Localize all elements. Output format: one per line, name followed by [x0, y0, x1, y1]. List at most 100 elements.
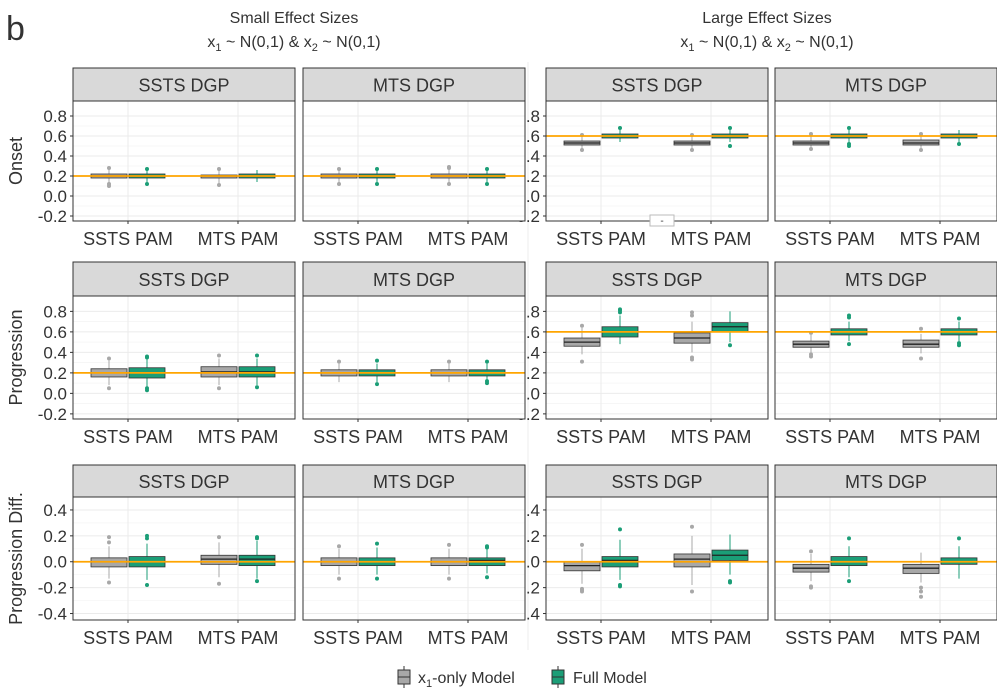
- outlier-point: [618, 126, 622, 130]
- plot-area: [775, 296, 997, 419]
- facet-strip-label: SSTS DGP: [611, 472, 702, 492]
- group-title-large: Large Effect Sizes x1 ~ N(0,1) & x2 ~ N(…: [680, 10, 853, 54]
- y-tick-label: 0.8: [43, 107, 67, 126]
- outlier-point: [919, 326, 923, 331]
- x-tick-label: SSTS PAM: [785, 628, 875, 648]
- panel-border: [545, 295, 769, 420]
- outlier-point: [255, 385, 259, 390]
- facet-panel: MTS DGP SSTS PAM MTS PAM: [302, 261, 526, 447]
- outlier-point: [145, 354, 149, 359]
- legend-item-x1-only[interactable]: x1-only Model: [397, 666, 515, 690]
- outlier-point: [919, 589, 923, 594]
- facet-strip-label: SSTS DGP: [611, 270, 702, 290]
- plot-area: [303, 296, 525, 419]
- outlier-point: [217, 353, 221, 358]
- outlier-point: [957, 142, 961, 146]
- facet-panel: SSTS DGP SSTS PAM MTS PAM: [72, 261, 296, 447]
- outlier-point: [957, 536, 961, 541]
- panel-border: [774, 295, 997, 420]
- panel-letter: b: [6, 10, 25, 48]
- outlier-point: [255, 579, 259, 584]
- dist-x2: ~ N(0,1): [318, 34, 381, 51]
- outlier-point: [847, 536, 851, 541]
- x-tick-label: SSTS PAM: [313, 229, 403, 249]
- facet-panel: MTS DGP SSTS PAM MTS PAM: [774, 67, 997, 249]
- outlier-point: [847, 313, 851, 318]
- x-tick-label: MTS PAM: [198, 628, 279, 648]
- outlier-point: [107, 182, 111, 186]
- x-tick-label: MTS PAM: [900, 628, 981, 648]
- x-tick-label: SSTS PAM: [83, 628, 173, 648]
- box-full-model: [711, 534, 749, 585]
- stray-mark-glyph: -: [660, 216, 663, 227]
- facet-panel: SSTS DGP SSTS PAM MTS PAM: [72, 67, 296, 249]
- outlier-point: [145, 533, 149, 538]
- x-tick-label: SSTS PAM: [556, 427, 646, 447]
- outlier-point: [255, 353, 259, 358]
- x-tick-label: SSTS PAM: [83, 229, 173, 249]
- outlier-point: [580, 589, 584, 594]
- x-tick-label: SSTS PAM: [556, 628, 646, 648]
- outlier-point: [919, 585, 923, 590]
- x-tick-label: MTS PAM: [428, 229, 509, 249]
- outlier-point: [145, 386, 149, 391]
- panel-border: [72, 295, 296, 420]
- facet-strip-label: SSTS DGP: [138, 270, 229, 290]
- box-x1-only: [673, 524, 711, 594]
- panel-border: [545, 496, 769, 621]
- box-x1-only: [200, 353, 238, 391]
- outlier-point: [728, 144, 732, 148]
- facet-strip-label: MTS DGP: [845, 472, 927, 492]
- facet-panel: MTS DGP SSTS PAM MTS PAM: [774, 464, 997, 648]
- legend-x1-tail: -only Model: [432, 670, 515, 687]
- box-x1-only: [902, 552, 940, 599]
- facet-panel: MTS DGP SSTS PAM MTS PAM: [302, 464, 526, 648]
- panel-border: [72, 496, 296, 621]
- var-x1: x: [680, 34, 688, 51]
- outlier-point: [690, 148, 694, 152]
- outlier-point: [217, 535, 221, 540]
- dist-x1: ~ N(0,1) &: [222, 34, 304, 51]
- outlier-point: [485, 544, 489, 549]
- x-tick-label: MTS PAM: [198, 229, 279, 249]
- group-title-large-line2: x1 ~ N(0,1) & x2 ~ N(0,1): [680, 34, 853, 54]
- outlier-point: [107, 535, 111, 540]
- legend-item-full-model[interactable]: Full Model: [551, 666, 647, 688]
- outlier-point: [337, 544, 341, 549]
- var-x2-sub: 2: [785, 42, 791, 54]
- x-tick-label: MTS PAM: [671, 427, 752, 447]
- facet-strip: [774, 261, 997, 297]
- x-tick-label: SSTS PAM: [785, 427, 875, 447]
- outlier-point: [809, 585, 813, 590]
- box-iqr: [673, 553, 711, 568]
- outlier-point: [847, 126, 851, 130]
- legend: x1-only Model Full Model: [397, 666, 647, 690]
- outlier-point: [145, 167, 149, 171]
- outlier-point: [337, 576, 341, 581]
- x-tick-label: SSTS PAM: [313, 628, 403, 648]
- var-x2: x: [777, 34, 785, 51]
- outlier-point: [337, 167, 341, 171]
- facet-panel: SSTS DGP SSTS PAM MTS PAM: [545, 67, 769, 249]
- legend-label-full-model: Full Model: [573, 670, 647, 687]
- y-tick-label: 0.4: [43, 501, 67, 520]
- var-x2: x: [304, 34, 312, 51]
- facet-panel: SSTS DGP SSTS PAM MTS PAM: [545, 261, 769, 447]
- group-title-small-line2: x1 ~ N(0,1) & x2 ~ N(0,1): [207, 34, 380, 54]
- outlier-point: [217, 386, 221, 391]
- facet-strip: [72, 67, 296, 102]
- var-x1-sub: 1: [215, 42, 221, 54]
- outlier-point: [375, 541, 379, 546]
- stray-mark-box: [649, 214, 675, 227]
- y-tick-label: 0.6: [43, 323, 67, 342]
- outlier-point: [485, 182, 489, 186]
- facet-grid: Onset-0.20.00.20.40.60.8-0.20.00.20.40.6…: [6, 67, 997, 648]
- panel-border: [302, 295, 526, 420]
- outlier-point: [919, 594, 923, 599]
- y-tick-label: -0.2: [38, 207, 67, 226]
- outlier-point: [337, 359, 341, 364]
- y-tick-label: -0.4: [38, 605, 67, 624]
- group-title-large-line1: Large Effect Sizes: [702, 10, 832, 27]
- outlier-point: [847, 342, 851, 347]
